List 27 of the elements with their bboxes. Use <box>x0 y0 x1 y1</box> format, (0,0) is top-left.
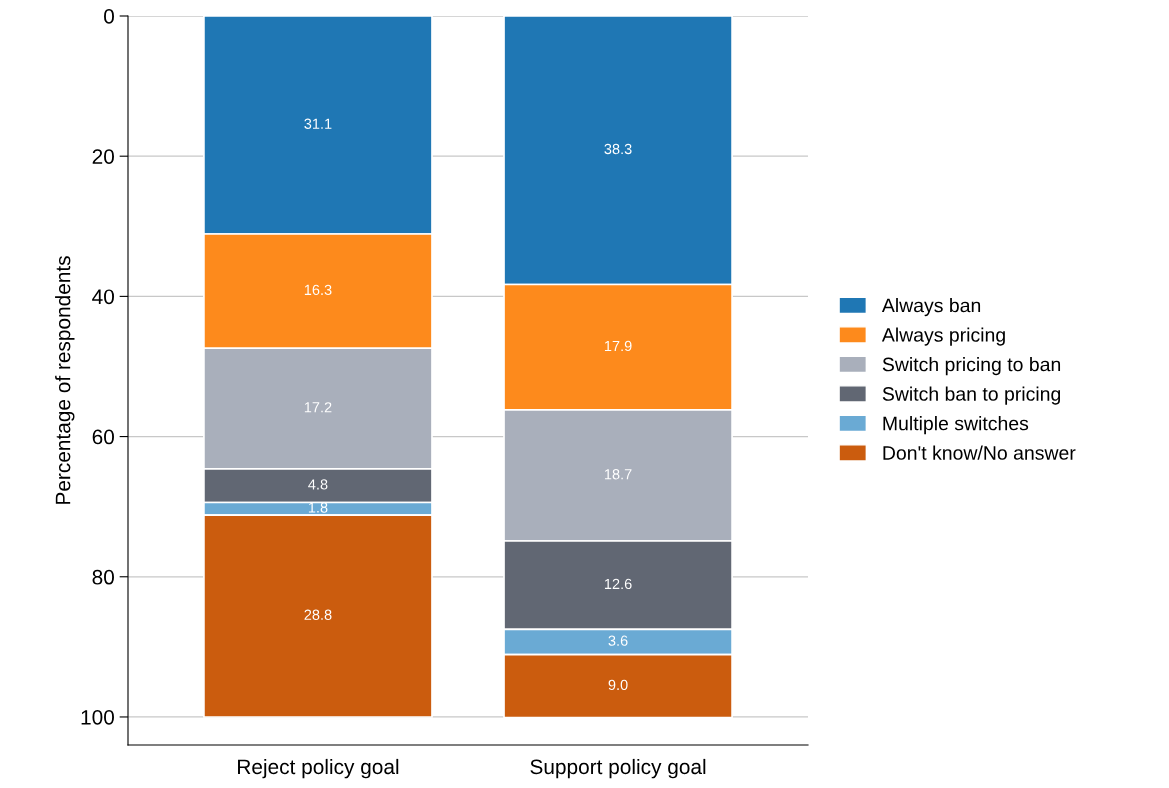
legend-label: Multiple switches <box>883 416 1029 435</box>
y-tick-label: 40 <box>92 289 114 305</box>
legend-label: Always ban <box>881 298 981 317</box>
data-label: 17.2 <box>304 402 332 413</box>
data-label: 9.0 <box>608 679 628 691</box>
data-label: 38.3 <box>604 143 632 155</box>
data-label: 17.9 <box>604 340 632 352</box>
data-label: 12.6 <box>604 578 632 590</box>
y-tick-label: 60 <box>92 429 114 445</box>
y-tick-label: 100 <box>81 709 114 725</box>
legend-label: Switch ban to pricing <box>882 386 1061 405</box>
y-axis-title: Percentage of respondents <box>55 256 75 504</box>
data-label: 16.3 <box>304 284 332 296</box>
data-label: 1.8 <box>308 502 328 513</box>
x-tick-label: Reject policy goal <box>238 758 399 779</box>
x-tick-label: Support policy goal <box>530 758 706 779</box>
y-tick-label: 80 <box>92 569 114 585</box>
legend-label: Don't know/No answer <box>883 445 1076 460</box>
y-tick-label: 0 <box>104 9 114 24</box>
data-label: 31.1 <box>304 118 332 129</box>
data-label: 3.6 <box>608 635 628 646</box>
data-label: 4.8 <box>308 479 328 490</box>
y-tick-label: 20 <box>92 149 114 164</box>
legend-label: Switch pricing to ban <box>882 357 1061 376</box>
data-label: 18.7 <box>604 469 632 480</box>
legend-label: Always pricing <box>881 327 1005 346</box>
data-label: 28.8 <box>304 609 332 620</box>
